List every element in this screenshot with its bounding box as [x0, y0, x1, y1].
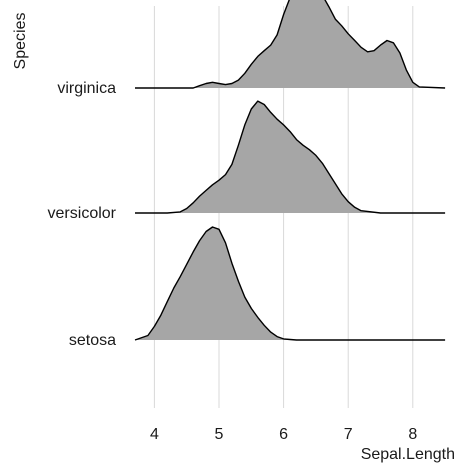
ridge-area-versicolor	[135, 101, 446, 213]
x-tick-label: 8	[408, 426, 417, 443]
category-labels: setosa versicolor virginica	[48, 80, 117, 349]
ridge-area-setosa	[135, 227, 446, 340]
x-tick-label: 5	[215, 426, 224, 443]
ridge-outline-versicolor	[135, 100, 446, 214]
category-label-versicolor: versicolor	[48, 205, 117, 222]
x-tick-label: 6	[279, 426, 288, 443]
ridge-outline-virginica	[135, 0, 446, 89]
x-tick-label: 4	[150, 426, 159, 443]
ridges	[134, 0, 446, 341]
ridge-area-virginica	[135, 0, 446, 88]
x-axis-ticks: 4 5 6 7 8	[150, 426, 417, 443]
category-label-setosa: setosa	[69, 332, 116, 349]
category-label-virginica: virginica	[57, 80, 116, 97]
ridge-outline-setosa	[134, 226, 446, 341]
y-axis-title: Species	[12, 13, 29, 70]
x-tick-label: 7	[344, 426, 353, 443]
x-axis-title: Sepal.Length	[361, 446, 455, 463]
